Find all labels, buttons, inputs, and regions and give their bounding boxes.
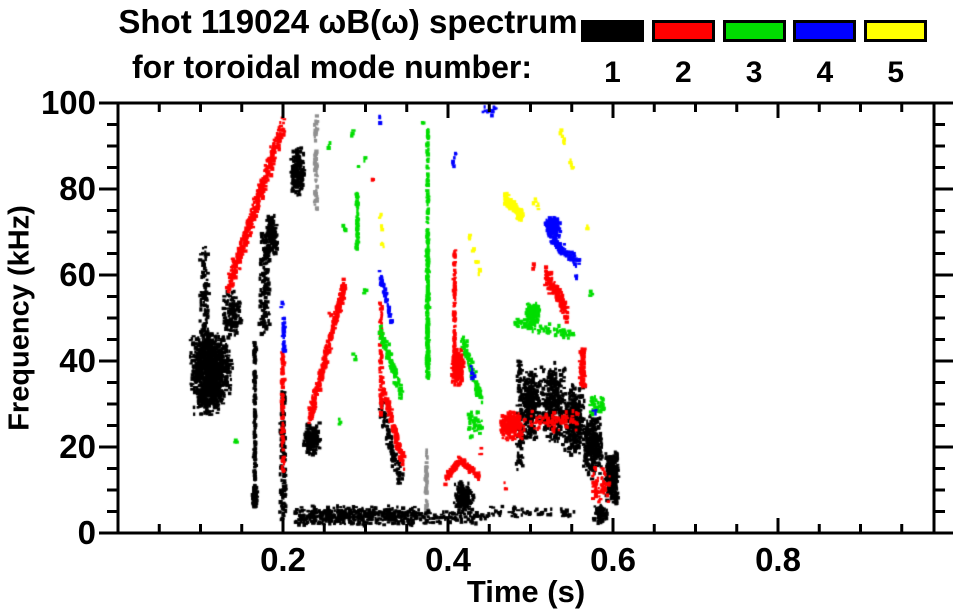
y-axis-title: Frequency (kHz): [3, 205, 36, 431]
y-tick-label-60: 60: [59, 256, 96, 293]
y-tick-label-100: 100: [40, 84, 96, 121]
x-tick-label-0.8: 0.8: [755, 541, 801, 578]
y-tick-label-40: 40: [59, 342, 96, 379]
y-tick-label-80: 80: [59, 170, 96, 207]
x-tick-label-0.2: 0.2: [260, 541, 306, 578]
x-axis-title: Time (s): [466, 574, 586, 609]
x-tick-label-0.6: 0.6: [590, 541, 636, 578]
y-tick-label-20: 20: [59, 428, 96, 465]
y-tick-label-0: 0: [77, 514, 96, 551]
x-tick-label-0.4: 0.4: [425, 541, 471, 578]
